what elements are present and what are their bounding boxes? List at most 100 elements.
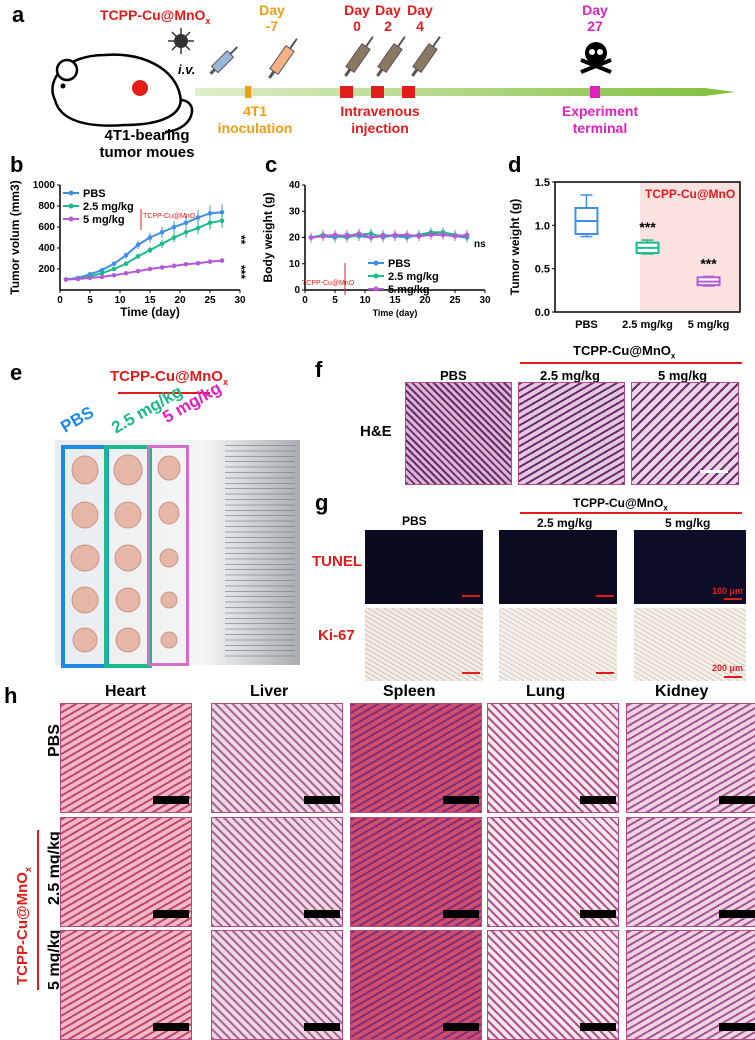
data-point <box>147 266 153 272</box>
tissue-image-lung-row1 <box>487 703 619 813</box>
day-word: Day <box>407 2 433 18</box>
significance-mark: *** <box>234 265 248 279</box>
panel-e-header-sub: x <box>222 377 228 387</box>
agent-text: TCPP-Cu@MnO <box>100 7 206 23</box>
y-tick-label: 1.5 <box>535 177 550 189</box>
tissue-image-kidney-row3 <box>626 930 755 1040</box>
terminal-line1: Experiment <box>561 103 639 119</box>
data-point <box>428 232 434 238</box>
syringe-icon <box>268 38 298 79</box>
data-point <box>99 267 105 273</box>
y-axis-title: Body weight (g) <box>261 193 275 283</box>
legend-label: 2.5 mg/kg <box>83 201 134 213</box>
group-box-5 <box>147 445 189 666</box>
he-image-pbs <box>405 382 512 485</box>
y-tick-label: 400 <box>38 243 55 254</box>
data-point <box>123 270 129 276</box>
y-tick-label: 40 <box>289 180 301 191</box>
legend-label: PBS <box>83 188 106 200</box>
scale-bar <box>724 598 742 600</box>
h-col-liver: Liver <box>250 683 289 700</box>
x-tick-label: 10 <box>114 295 126 306</box>
scale-bar <box>719 1023 755 1031</box>
mouse-label-line1: 4T1-bearing <box>104 127 190 144</box>
h-col-spleen: Spleen <box>383 683 436 700</box>
day-number: 0 <box>353 18 361 34</box>
tumor-samples <box>70 454 181 653</box>
h-side-line <box>37 830 39 990</box>
panel-label-f: f <box>315 357 323 382</box>
scale-bar <box>153 1023 189 1031</box>
panel-g-header-text: TCPP-Cu@MnO <box>573 496 664 510</box>
syringe-icon <box>344 36 374 77</box>
y-tick-label: 1000 <box>33 180 56 191</box>
x-tick-label: 5 <box>87 295 93 306</box>
data-point <box>87 275 93 281</box>
ki67-image-5 <box>634 608 746 681</box>
y-axis-title: Tumor weight (g) <box>508 199 522 295</box>
data-point <box>183 261 189 267</box>
scale-bar <box>462 672 480 674</box>
significance-mark: ns <box>474 239 486 250</box>
x-tick-label: 0 <box>302 295 308 306</box>
x-tick-label: 20 <box>174 295 186 306</box>
f-col-2-5: 2.5 mg/kg <box>540 368 600 383</box>
panel-e-header-line <box>118 392 210 394</box>
data-point <box>368 235 374 240</box>
panel-g-header-sub: x <box>663 503 668 513</box>
y-tick-label: 600 <box>38 222 55 233</box>
data-point <box>207 220 213 226</box>
f-row-he: H&E <box>360 423 392 440</box>
category-label: 2.5 mg/kg <box>622 319 673 331</box>
significance-mark: *** <box>639 219 656 235</box>
mouse-label: 4T1-bearing tumor moues <box>72 127 222 161</box>
x-tick-label: 15 <box>389 295 401 306</box>
g-col-2-5: 2.5 mg/kg <box>537 516 593 530</box>
scale-label-100: 100 μm <box>712 586 744 596</box>
panel-label-c: c <box>265 152 278 177</box>
g-row-ki67: Ki-67 <box>318 627 355 644</box>
category-label: PBS <box>575 319 598 331</box>
tissue-image-liver-row2 <box>211 817 343 927</box>
legend-marker <box>373 273 379 279</box>
mouse-illustration <box>51 53 194 134</box>
scale-bar <box>700 470 728 473</box>
tunel-image-5 <box>634 530 746 604</box>
body-weight-chart: 0 5 10 15 20 25 30 0 10 20 30 40 Time (day) Body weig… <box>261 180 491 318</box>
ki67-image-2-5 <box>499 608 617 681</box>
syringe-icon <box>376 36 406 77</box>
scale-bar <box>724 676 742 678</box>
day-number: 4 <box>416 18 424 34</box>
data-point <box>147 235 153 240</box>
f-col-pbs: PBS <box>440 368 467 383</box>
x-tick-label: 15 <box>144 295 156 306</box>
panel-e-header: TCPP-Cu@MnOx <box>110 368 228 387</box>
tunel-image-2-5 <box>499 530 617 604</box>
injection-line1: Intravenous <box>340 103 420 119</box>
tissue-image-kidney-row2 <box>626 817 755 927</box>
legend-label: 5 mg/kg <box>388 284 430 296</box>
data-point <box>320 233 326 239</box>
y-tick-label: 0.0 <box>535 307 550 319</box>
data-point <box>111 273 117 278</box>
data-point <box>183 220 189 226</box>
data-point <box>219 258 225 263</box>
g-col-pbs: PBS <box>402 514 427 528</box>
legend-marker <box>68 190 74 196</box>
data-point <box>183 229 189 235</box>
y-tick-label: 1.0 <box>535 220 550 232</box>
scale-bar <box>719 910 755 918</box>
scale-label-200: 200 μm <box>712 663 744 673</box>
panel-label-h: h <box>4 683 18 708</box>
scale-bar <box>443 796 479 804</box>
x-axis-title: Time (day) <box>120 305 180 319</box>
injection-line2: injection <box>351 120 409 136</box>
data-point <box>195 215 201 220</box>
scale-bar <box>304 1023 340 1031</box>
data-point <box>111 261 117 267</box>
data-point <box>195 225 201 231</box>
x-tick-label: 20 <box>419 295 431 306</box>
agent-label: TCPP-Cu@MnOx <box>100 7 210 26</box>
h-side-label-sub: x <box>23 867 33 873</box>
day-number: 2 <box>384 18 392 34</box>
